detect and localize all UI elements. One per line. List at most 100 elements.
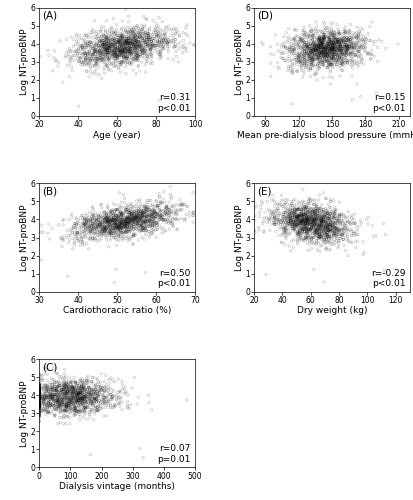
Point (82, 404, 89, 412)
Point (101, 38, 108, 46)
Point (72, 400, 79, 408)
Point (74, 387, 81, 395)
Point (335, 237, 342, 245)
Point (172, 48, 179, 56)
Point (299, 216, 306, 224)
Point (36, 386, 43, 394)
Point (121, 389, 127, 397)
Point (109, 48, 115, 56)
Point (116, 202, 123, 209)
Point (83, 394, 89, 402)
Point (103, 34, 109, 42)
Point (301, 213, 307, 221)
Point (142, 218, 148, 226)
Point (140, 202, 147, 209)
Point (93, 50, 99, 58)
Point (83, 388, 89, 396)
Point (299, 224, 306, 232)
Point (126, 208, 132, 216)
Point (95, 216, 102, 224)
Point (146, 214, 153, 222)
Point (331, 52, 338, 60)
Point (118, 30, 125, 38)
Point (68, 397, 74, 405)
Point (77, 242, 83, 250)
Point (317, 38, 324, 46)
Point (315, 56, 322, 64)
Point (318, 50, 325, 58)
Point (159, 18, 165, 25)
Point (50, 364, 56, 372)
Point (36, 394, 43, 402)
Point (291, 196, 297, 203)
Point (320, 41, 326, 49)
Point (142, 43, 149, 51)
Point (36, 382, 43, 390)
Point (283, 200, 290, 208)
Point (57, 408, 64, 416)
Point (164, 206, 171, 214)
Point (347, 42, 354, 50)
Point (82, 43, 88, 51)
Point (122, 234, 129, 242)
Point (170, 43, 177, 51)
Point (104, 30, 110, 38)
Point (139, 226, 146, 234)
Point (306, 64, 313, 72)
Point (60, 377, 66, 385)
Point (41, 406, 47, 414)
Point (153, 219, 159, 227)
Point (36, 384, 43, 392)
Point (116, 396, 123, 404)
Point (320, 30, 326, 38)
Point (57, 407, 64, 415)
Point (97, 383, 104, 391)
Point (311, 238, 317, 246)
Point (119, 224, 125, 232)
Point (310, 200, 317, 208)
Point (78, 223, 84, 231)
Point (108, 217, 114, 225)
Point (140, 226, 147, 234)
Point (69, 403, 76, 411)
Point (298, 226, 305, 234)
Point (109, 224, 115, 232)
Point (309, 208, 315, 216)
Text: (B): (B) (43, 186, 57, 196)
Point (114, 224, 120, 232)
Point (151, 32, 158, 40)
Point (131, 218, 138, 226)
Point (152, 208, 158, 216)
Point (118, 58, 125, 66)
Point (358, 42, 365, 50)
Point (352, 38, 359, 46)
Point (140, 216, 147, 224)
Point (308, 50, 315, 58)
Point (100, 225, 107, 233)
Point (321, 42, 328, 50)
Point (131, 48, 138, 56)
Point (78, 391, 85, 399)
Point (121, 37, 128, 45)
Point (36, 401, 43, 409)
Point (140, 41, 146, 49)
Point (296, 43, 303, 51)
Point (120, 218, 127, 226)
Point (37, 388, 43, 396)
Point (318, 54, 325, 62)
Point (338, 58, 344, 66)
Point (104, 50, 111, 58)
Point (53, 406, 60, 413)
Point (36, 389, 43, 397)
Point (112, 221, 119, 229)
Point (55, 384, 62, 392)
Point (301, 40, 307, 48)
Point (76, 390, 82, 398)
Point (316, 35, 323, 43)
Point (333, 60, 339, 68)
Point (148, 406, 154, 414)
Point (305, 22, 312, 30)
Point (81, 226, 88, 234)
Point (313, 222, 320, 230)
Point (333, 34, 340, 42)
